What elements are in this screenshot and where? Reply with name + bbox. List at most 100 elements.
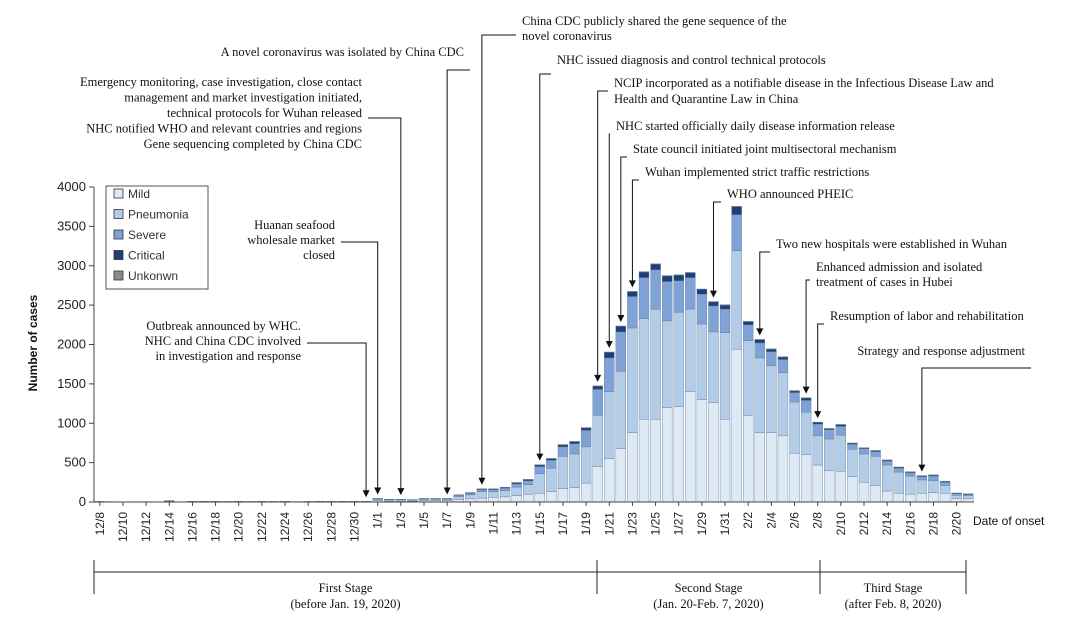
y-tick-label: 500 — [64, 455, 86, 470]
bar-segment-pneumonia — [719, 332, 731, 420]
bar-segment-pneumonia — [465, 494, 476, 500]
annotation-arrowhead — [594, 374, 602, 382]
bar-segment-mild — [696, 399, 708, 503]
bar-segment-pneumonia — [800, 412, 812, 455]
bar-segment-pneumonia — [395, 499, 406, 502]
bar-segment-severe — [928, 475, 939, 481]
bar-segment-pneumonia — [650, 308, 661, 420]
x-tick-label: 12/18 — [209, 512, 223, 542]
bar-segment-pneumonia — [754, 357, 765, 433]
bar-segment-severe — [743, 324, 754, 341]
bars-layer — [94, 206, 974, 503]
bar-segment-severe — [546, 460, 557, 469]
annotation-leader-line — [539, 73, 551, 455]
bar-segment-severe — [650, 269, 661, 310]
annotation-text: NHC issued diagnosis and control technic… — [557, 53, 826, 67]
annotation-ann-wuhan: Wuhan implemented strict traffic restric… — [628, 165, 869, 288]
annotation-ann-nhc-protocols: NHC issued diagnosis and control technic… — [536, 53, 826, 461]
bar-segment-critical — [615, 326, 626, 333]
bar-segment-pneumonia — [546, 467, 557, 492]
axes-layer: Number of cases Date of onset 0 500 1000 15… — [26, 179, 1045, 542]
annotation-arrowhead — [478, 477, 486, 485]
bar-segment-mild — [511, 495, 522, 503]
annotation-leader-line — [620, 156, 627, 316]
bar-segment-severe — [754, 342, 765, 359]
bar-segment-pneumonia — [858, 453, 870, 483]
annotation-arrowhead — [605, 340, 613, 348]
annotation-arrowhead — [443, 487, 451, 495]
bar-segment-pneumonia — [731, 250, 742, 350]
bar-segment-pneumonia — [685, 308, 696, 392]
bar-segment-critical — [731, 206, 742, 215]
bar-segment-severe — [812, 423, 823, 437]
annotation-ann-strategy: Strategy and response adjustment — [857, 344, 1031, 472]
bar-segment-pneumonia — [534, 473, 545, 494]
bar-segment-pneumonia — [557, 456, 569, 489]
bar-segment-pneumonia — [569, 453, 580, 488]
annotation-leader-line — [631, 179, 639, 282]
annotation-text: State council initiated joint multisecto… — [633, 142, 897, 156]
annotation-leader-line — [307, 342, 367, 492]
annotation-text: technical protocols for Wuhan released — [167, 106, 363, 120]
annotation-text: NCIP incorporated as a notifiable diseas… — [614, 76, 994, 90]
annotation-text: Resumption of labor and rehabilitation — [830, 309, 1024, 323]
bar-segment-mild — [685, 391, 696, 503]
bar-segment-mild — [824, 470, 835, 503]
annotation-text: treatment of cases in Hubei — [816, 275, 953, 289]
bar-segment-severe — [893, 467, 904, 473]
bar-segment-critical — [662, 275, 673, 282]
annotation-ann-ncip: NCIP incorporated as a notifiable diseas… — [594, 76, 994, 382]
x-tick-label: 12/10 — [116, 512, 130, 542]
annotation-ann-isolated: A novel coronavirus was isolated by Chin… — [221, 45, 470, 495]
x-tick-label: 2/16 — [903, 512, 917, 536]
bar-segment-pneumonia — [673, 312, 684, 407]
annotation-leader-line — [446, 69, 470, 489]
annotation-text: Two new hospitals were established in Wu… — [776, 237, 1008, 251]
bar-segment-severe — [592, 389, 603, 416]
bar-segment-mild — [789, 453, 800, 503]
bar-segment-mild — [627, 432, 638, 503]
bar-segment-severe — [604, 357, 615, 392]
x-tick-label: 12/12 — [139, 512, 153, 542]
y-tick-label: 0 — [79, 494, 86, 509]
annotation-leader-line — [817, 323, 824, 413]
legend-swatch-severe — [113, 229, 124, 240]
x-tick-label: 2/6 — [788, 512, 802, 529]
x-tick-label: 1/29 — [695, 512, 709, 536]
annotation-ann-daily: NHC started officially daily disease inf… — [605, 119, 895, 348]
bar-segment-pneumonia — [499, 490, 511, 498]
bar-segment-pneumonia — [696, 323, 708, 400]
bar-segment-mild — [777, 435, 789, 503]
bar-segment-mild — [592, 466, 603, 503]
annotations-layer: Outbreak announced by WHC.NHC and China … — [80, 14, 1031, 498]
bar-segment-critical — [592, 386, 603, 390]
bar-segment-pneumonia — [476, 491, 488, 499]
y-tick-label: 3500 — [57, 218, 86, 233]
annotation-ann-pheic: WHO announced PHEIC — [709, 187, 853, 298]
bar-segment-pneumonia — [963, 495, 974, 500]
bar-segment-severe — [870, 451, 881, 457]
annotation-text: Health and Quarantine Law in China — [614, 92, 799, 106]
stage-name: Third Stage — [864, 581, 923, 595]
y-tick-label: 2000 — [57, 337, 86, 352]
annotation-text: China CDC publicly shared the gene seque… — [522, 14, 787, 28]
bar-segment-severe — [662, 281, 673, 322]
bar-segment-severe — [858, 448, 870, 455]
bar-segment-mild — [499, 496, 511, 503]
x-tick-label: 2/18 — [926, 512, 940, 536]
annotation-ann-whc: Outbreak announced by WHC.NHC and China … — [145, 319, 370, 498]
stage-period: (Jan. 20-Feb. 7, 2020) — [653, 597, 763, 611]
x-tick-label: 2/10 — [834, 512, 848, 536]
legend: Mild Pneumonia Severe Critical Unkonwn — [105, 185, 209, 290]
bar-segment-mild — [835, 471, 846, 503]
bar-segment-mild — [882, 490, 893, 503]
x-tick-label: 1/27 — [672, 512, 686, 536]
bar-segment-pneumonia — [916, 479, 928, 494]
legend-swatch-mild — [113, 188, 124, 199]
annotation-text: Outbreak announced by WHC. — [146, 319, 301, 333]
annotation-text: WHO announced PHEIC — [727, 187, 853, 201]
bar-segment-severe — [465, 493, 476, 496]
bar-segment-critical — [604, 352, 615, 359]
bar-segment-critical — [743, 321, 754, 325]
